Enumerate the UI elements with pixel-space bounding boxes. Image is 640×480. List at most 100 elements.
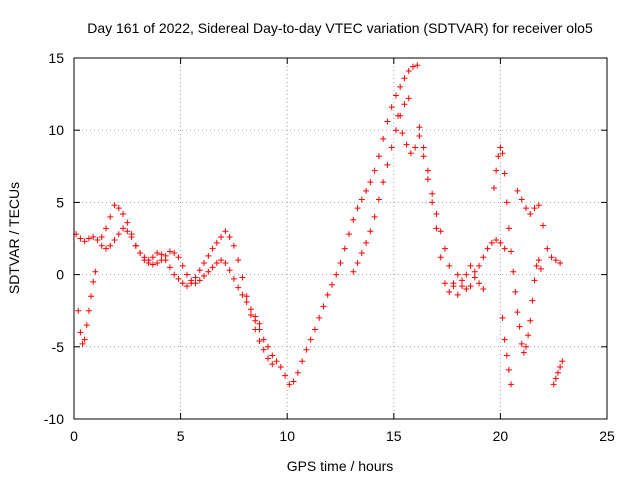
data-point: [531, 205, 538, 212]
data-point: [437, 228, 444, 235]
data-point: [522, 205, 529, 212]
data-point: [424, 176, 431, 183]
data-point: [441, 280, 448, 287]
data-point: [392, 127, 399, 134]
data-point: [491, 184, 498, 191]
data-point: [239, 291, 246, 298]
data-point: [520, 349, 527, 356]
data-point: [79, 340, 86, 347]
data-point: [154, 249, 161, 256]
data-point: [401, 75, 408, 82]
data-point: [503, 199, 510, 206]
data-point: [98, 234, 105, 241]
data-point: [256, 320, 263, 327]
series-track-e: [350, 95, 412, 275]
data-point: [441, 245, 448, 252]
data-point: [508, 248, 515, 255]
data-point: [324, 291, 331, 298]
data-points: [73, 62, 566, 388]
data-point: [350, 268, 357, 275]
data-point: [516, 323, 523, 330]
data-point: [81, 238, 88, 245]
data-point: [371, 167, 378, 174]
data-point: [527, 210, 534, 217]
data-point: [403, 141, 410, 148]
data-point: [480, 286, 487, 293]
data-point: [501, 170, 508, 177]
data-point: [213, 239, 220, 246]
series-track-i: [514, 187, 564, 267]
data-point: [260, 336, 267, 343]
data-point: [124, 228, 131, 235]
data-point: [437, 254, 444, 261]
data-point: [94, 236, 101, 243]
data-point: [510, 268, 517, 275]
data-point: [166, 264, 173, 271]
series-track-j: [499, 314, 515, 388]
data-point: [467, 283, 474, 290]
data-point: [420, 153, 427, 160]
data-point: [493, 167, 500, 174]
data-point: [201, 260, 208, 267]
data-point: [102, 245, 109, 252]
data-point: [384, 118, 391, 125]
data-point: [149, 261, 156, 268]
data-point: [471, 268, 478, 275]
data-point: [290, 378, 297, 385]
data-point: [299, 358, 306, 365]
data-point: [269, 352, 276, 359]
data-point: [495, 153, 502, 160]
data-point: [307, 336, 314, 343]
data-point: [175, 254, 182, 261]
data-point: [265, 343, 272, 350]
data-point: [544, 245, 551, 252]
data-point: [149, 254, 156, 261]
data-point: [252, 317, 259, 324]
x-tick-label: 25: [599, 428, 615, 444]
data-point: [505, 225, 512, 232]
data-point: [476, 262, 483, 269]
data-point: [277, 364, 284, 371]
data-point: [328, 281, 335, 288]
data-point: [503, 352, 510, 359]
data-point: [85, 235, 92, 242]
data-point: [467, 262, 474, 269]
data-point: [384, 161, 391, 168]
data-point: [88, 293, 95, 300]
data-point: [235, 284, 242, 291]
series-track-h: [491, 144, 544, 356]
data-point: [90, 234, 97, 241]
data-point: [471, 274, 478, 281]
series-track-k: [550, 358, 566, 388]
data-point: [286, 381, 293, 388]
data-point: [192, 274, 199, 281]
series-track-g: [416, 124, 487, 298]
data-point: [501, 245, 508, 252]
data-point: [501, 336, 508, 343]
data-point: [380, 179, 387, 186]
data-point: [525, 332, 532, 339]
data-point: [552, 375, 559, 382]
y-axis-label: SDTVAR / TECUs: [6, 182, 22, 294]
data-point: [213, 260, 220, 267]
data-point: [120, 225, 127, 232]
y-axis-ticks: -10 -5 0 5 10 15: [44, 50, 607, 427]
data-point: [395, 112, 402, 119]
data-point: [480, 254, 487, 261]
data-point: [420, 144, 427, 151]
data-point: [179, 262, 186, 269]
data-point: [205, 252, 212, 259]
data-point: [499, 314, 506, 321]
data-point: [392, 92, 399, 99]
data-point: [446, 262, 453, 269]
data-point: [497, 144, 504, 151]
data-point: [446, 288, 453, 295]
data-point: [388, 104, 395, 111]
data-point: [375, 153, 382, 160]
data-point: [201, 273, 208, 280]
series-track-d: [252, 62, 421, 388]
data-point: [463, 286, 470, 293]
data-point: [247, 306, 254, 313]
data-point: [141, 257, 148, 264]
